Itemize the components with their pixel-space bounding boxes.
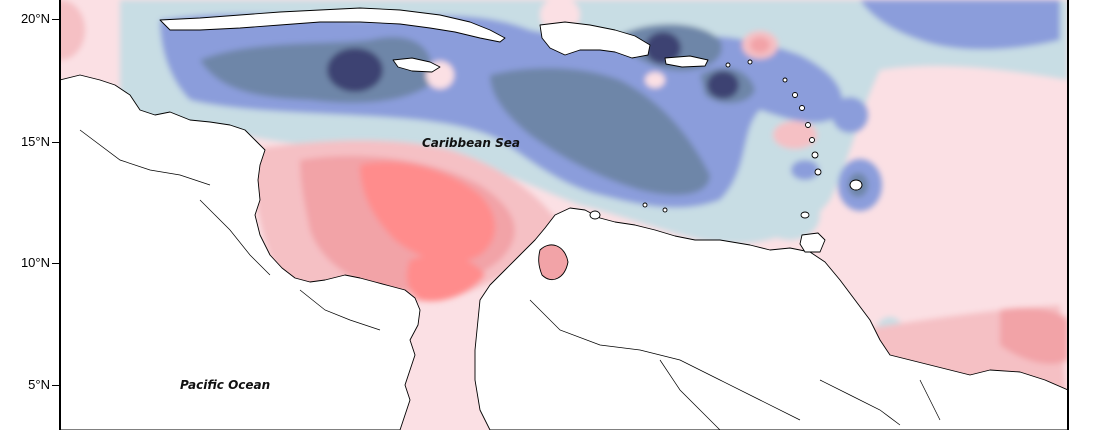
border-line <box>79 129 211 186</box>
map-frame-right <box>1067 0 1069 430</box>
land-island <box>805 122 811 128</box>
field-pale-pink <box>645 72 665 88</box>
land-trinidad <box>799 232 826 253</box>
label-caribbean-sea: Caribbean Sea <box>422 136 520 150</box>
land-island <box>800 211 810 219</box>
lat-label-20: 20°N <box>20 11 50 26</box>
field-mid-pink <box>750 37 770 53</box>
field-light-pink <box>936 84 1068 200</box>
field-dark-blue <box>645 32 681 64</box>
field-slate-blue <box>490 68 710 195</box>
land-central-america <box>60 74 421 430</box>
border-line <box>919 379 941 421</box>
field-red-pink <box>407 255 485 302</box>
field-light-pink <box>773 121 817 149</box>
land-island <box>814 168 822 176</box>
anomaly-map: #f-lb-1 { fill: #c8dde4; } #f-mb-1 { fil… <box>60 0 1068 430</box>
field-mid-blue <box>860 0 1060 50</box>
latitude-axis: 20°N 15°N 10°N 5°N <box>0 0 60 430</box>
border-line <box>299 289 381 331</box>
label-pacific-ocean: Pacific Ocean <box>180 378 270 392</box>
land-island <box>782 77 788 83</box>
land-island <box>799 105 805 111</box>
field-light-blue <box>760 190 820 240</box>
land-island <box>589 210 601 220</box>
lat-label-15: 15°N <box>20 134 50 149</box>
lake-maracaibo <box>538 244 569 280</box>
land-hispaniola <box>539 21 651 59</box>
land-island <box>662 207 668 213</box>
land <box>60 7 1068 430</box>
field-mid-blue <box>832 97 868 133</box>
land-jamaica <box>392 57 441 73</box>
lat-label-10: 10°N <box>20 255 50 270</box>
lat-tick-15 <box>52 142 60 143</box>
border-line <box>819 379 901 426</box>
border-line <box>199 199 271 276</box>
lat-tick-10 <box>52 263 60 264</box>
land-island <box>642 202 648 208</box>
land-island <box>809 137 815 143</box>
right-margin <box>1070 0 1100 430</box>
land-island <box>792 92 798 98</box>
land-south-america <box>474 207 1068 430</box>
land-island <box>811 151 819 159</box>
border-line <box>529 299 801 421</box>
field-dark-blue <box>707 71 739 99</box>
lat-tick-5 <box>52 385 60 386</box>
field-red-pink <box>360 161 495 263</box>
field-light-pink <box>60 0 85 60</box>
field-mid-pink <box>1000 308 1068 365</box>
field-slate-blue <box>200 37 432 103</box>
land-puerto-rico <box>664 55 709 68</box>
border-line <box>659 359 721 430</box>
land-island <box>747 59 753 65</box>
field-dark-blue <box>327 48 383 92</box>
land-island <box>725 62 731 68</box>
lat-label-5: 5°N <box>28 377 50 392</box>
land-cuba <box>159 7 506 43</box>
map-canvas: #f-lb-1 { fill: #c8dde4; } #f-mb-1 { fil… <box>60 0 1068 430</box>
borders <box>79 129 941 430</box>
lat-tick-20 <box>52 19 60 20</box>
land-island <box>849 179 863 191</box>
field-mid-blue <box>791 160 819 180</box>
map-frame-left <box>59 0 61 430</box>
